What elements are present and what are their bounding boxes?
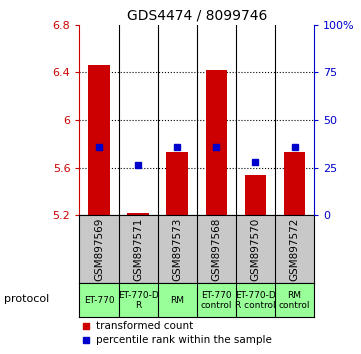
Text: ET-770: ET-770 [84,296,114,305]
Bar [88,65,110,215]
Text: GSM897571: GSM897571 [133,218,143,281]
Bar [245,175,266,215]
Bar [166,152,188,215]
Text: RM: RM [170,296,184,305]
Text: percentile rank within the sample: percentile rank within the sample [96,336,272,346]
Bar [284,152,305,215]
Text: RM
control: RM control [279,291,310,310]
Text: GSM897569: GSM897569 [94,218,104,281]
Text: GSM897570: GSM897570 [251,218,260,281]
Title: GDS4474 / 8099746: GDS4474 / 8099746 [127,8,267,22]
Bar [205,70,227,215]
Bar [127,213,149,215]
Text: GSM897572: GSM897572 [290,218,300,281]
Text: ET-770
control: ET-770 control [201,291,232,310]
Text: ET-770-D
R control: ET-770-D R control [235,291,276,310]
Text: GSM897568: GSM897568 [211,218,221,281]
Text: GSM897573: GSM897573 [172,218,182,281]
Text: ET-770-D
R: ET-770-D R [118,291,158,310]
Text: transformed count: transformed count [96,321,193,331]
Text: protocol: protocol [4,294,49,304]
